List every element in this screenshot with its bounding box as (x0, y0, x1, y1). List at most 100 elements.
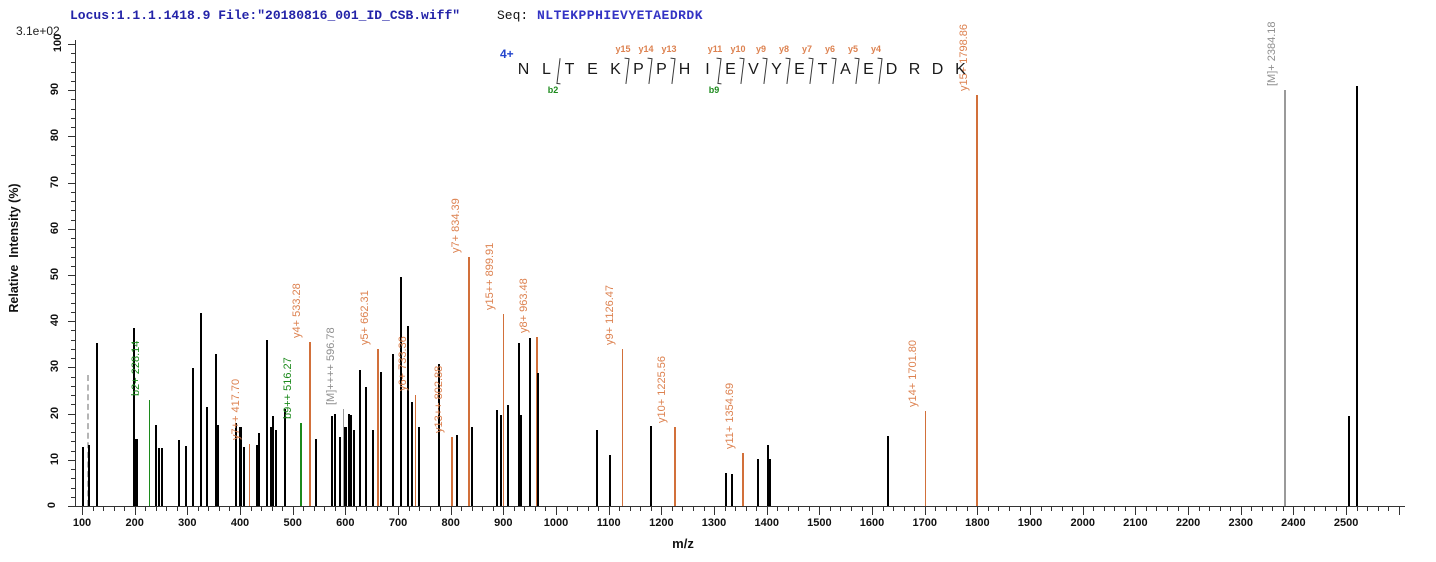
x-axis-major-tick (608, 507, 610, 515)
x-axis-tick-label: 1900 (1017, 517, 1043, 529)
x-axis-minor-tick (566, 507, 568, 511)
spectrum-peak (309, 341, 311, 506)
spectrum-peak (157, 448, 160, 506)
spectrum-peak (438, 363, 441, 506)
spectrum-peak (256, 445, 259, 506)
spectrum-peak (134, 439, 138, 506)
x-axis-major-tick (714, 507, 716, 515)
y-axis-minor-tick (71, 385, 75, 387)
y-axis-tick-label: 40 (49, 314, 62, 327)
x-axis-major-tick (1398, 507, 1400, 515)
spectrum-peak (154, 425, 157, 506)
sequence-residue: R (908, 61, 921, 78)
spectrum-peak (217, 425, 220, 506)
y-axis-minor-tick (71, 293, 75, 295)
y-axis-minor-tick (71, 99, 75, 101)
fragment-mark-line (648, 58, 653, 85)
x-axis-minor-tick (1367, 507, 1369, 511)
sequence-residue: E (587, 61, 598, 78)
peak-annotation-label: y15++ 899.91 (484, 242, 497, 311)
x-axis-minor-tick (1209, 507, 1211, 511)
spectrum-peak (192, 367, 195, 506)
spectrum-peak (536, 336, 538, 506)
y-axis-tick-label: 50 (49, 267, 62, 281)
y-axis-minor-tick (71, 173, 75, 175)
x-axis-tick-label: 1200 (649, 517, 674, 529)
fragment-mark-line (717, 58, 722, 85)
x-axis-minor-tick (218, 507, 220, 511)
x-axis-major-tick (450, 507, 452, 515)
x-axis-minor-tick (682, 507, 684, 511)
spectrum-peak (886, 435, 889, 506)
spectrum-peak (976, 94, 978, 506)
spectrum-peak (177, 439, 180, 506)
spectrum-peak (275, 429, 278, 506)
precursor-charge-label: 4+ (500, 47, 514, 61)
x-axis-tick-label: 2200 (1175, 517, 1201, 529)
x-axis-minor-tick (208, 507, 210, 511)
sequence-b-ion-label: b2 (547, 85, 559, 95)
x-axis-minor-tick (376, 507, 378, 511)
x-axis-minor-tick (324, 507, 326, 511)
peak-annotation-label: y13++ 802.88 (433, 365, 446, 433)
spectrum-peak (87, 445, 90, 506)
spectrum-peak (537, 372, 540, 506)
sequence-y-ion-label: y5 (847, 44, 859, 54)
y-axis-major-tick (68, 136, 75, 138)
y-axis-minor-tick (71, 330, 75, 332)
spectrum-peak (161, 448, 164, 506)
sequence-y-ion-label: y15 (615, 44, 631, 54)
y-axis-minor-tick (71, 469, 75, 471)
x-axis-minor-tick (629, 507, 631, 511)
fragment-mark-line (786, 58, 791, 85)
x-axis-minor-tick (545, 507, 547, 511)
spectrum-peak (358, 369, 361, 506)
x-axis-major-tick (398, 507, 400, 515)
sequence-residue: K (610, 61, 621, 78)
sequence-y-ion-label: y8 (778, 44, 790, 54)
sequence-residue: V (748, 61, 759, 78)
x-axis-minor-tick (1167, 507, 1168, 511)
spectrum-peak (400, 277, 403, 506)
x-axis-minor-tick (1335, 507, 1337, 511)
y-axis-minor-tick (71, 71, 75, 73)
sequence-y-ion-label: y14 (638, 44, 654, 54)
fragment-mark-line (855, 58, 860, 85)
fragment-mark-line (625, 58, 630, 85)
x-axis-minor-tick (598, 507, 600, 511)
x-axis-major-tick (345, 507, 347, 515)
spectrum-peak (377, 348, 379, 506)
sequence-residue: H (678, 61, 691, 78)
seq-label: Seq: (497, 8, 529, 23)
sequence-y-ion-label: y10 (730, 44, 746, 54)
x-axis-minor-tick (534, 507, 536, 511)
x-axis-tick-label: 2000 (1070, 517, 1095, 529)
x-axis-minor-tick (1272, 507, 1274, 511)
spectrum-peak (205, 406, 208, 506)
x-axis-minor-tick (1040, 507, 1042, 511)
y-axis-minor-tick (71, 201, 75, 203)
spectrum-peak (410, 402, 413, 506)
y-ion-hook (808, 57, 813, 60)
sequence-y-ion-label: y6 (824, 44, 836, 54)
spectrum-peak (1356, 85, 1359, 506)
peak-annotation-label: [M]+ 2384.18 (1266, 21, 1279, 87)
spectrum-peak (243, 446, 246, 506)
intensity-scale-label: 3.1e+02 (16, 24, 60, 38)
peak-annotation-label: y6+ 733.36 (396, 336, 409, 392)
y-axis-minor-tick (71, 422, 75, 424)
y-axis-minor-tick (71, 238, 75, 240)
x-axis-tick-label: 1700 (912, 517, 937, 529)
y-axis-minor-tick (71, 376, 75, 378)
x-axis-minor-tick (461, 507, 463, 511)
y-axis-minor-tick (71, 404, 75, 406)
x-axis-major-tick (1240, 507, 1242, 515)
spectrum-peak (272, 415, 275, 506)
x-axis-minor-tick (303, 507, 305, 511)
peak-annotation-label: b2+ 228.14 (130, 340, 143, 396)
sequence-residue: E (794, 61, 805, 78)
x-axis-minor-tick (1219, 507, 1221, 511)
spectrum-peak (1284, 90, 1286, 506)
y-axis-minor-tick (71, 358, 75, 360)
y-axis-minor-tick (71, 62, 75, 64)
